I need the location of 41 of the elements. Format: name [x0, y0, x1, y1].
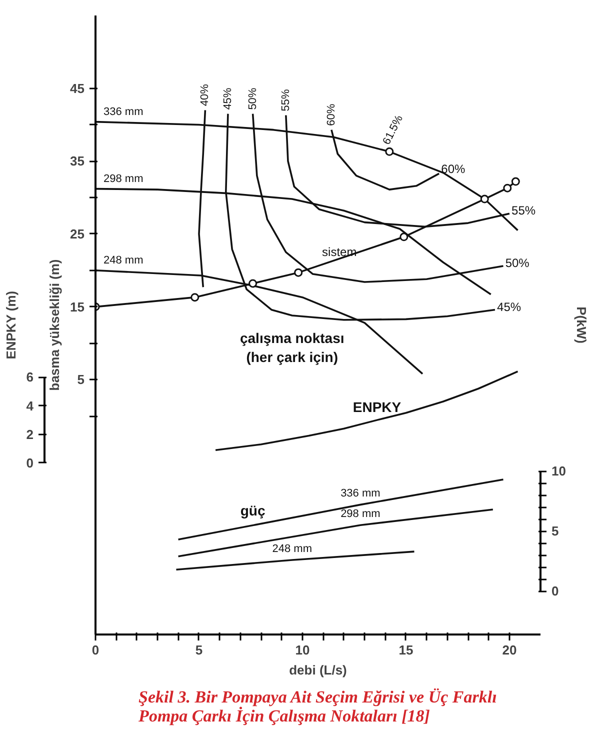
y-axis-title: basma yüksekliği (m) [47, 259, 62, 391]
series-label: 45% [497, 300, 522, 314]
y2-axis-title: ENPKY (m) [3, 290, 18, 360]
annotation: 55% [280, 89, 292, 112]
series-label: 298 mm [340, 508, 380, 520]
series-label: 336 mm [340, 488, 380, 500]
series-label: 336 mm [104, 106, 144, 118]
annotation: sistem [322, 244, 357, 259]
series-label: 55% [512, 204, 536, 218]
series-label: 50% [505, 256, 530, 270]
annotation: 45% [222, 88, 234, 110]
text: Şekil 3. Bir Pompaya Ait Seçim Eğrisi ve Üç Farklı Pompa Çarkı İçin Çalışma Noktaları [18] [138, 688, 497, 726]
y-tick-label: 45 [70, 80, 85, 96]
x-tick-label: 5 [195, 642, 203, 658]
y3-axis-title: P(kW) [574, 306, 589, 344]
annotation: 60% [325, 104, 338, 126]
y-tick-label: 25 [70, 226, 85, 242]
series-label: 298 mm [104, 172, 144, 185]
annotation: 50% [246, 88, 259, 110]
y2-tick-label: 0 [26, 455, 34, 470]
y3-tick-label: 5 [552, 524, 559, 539]
x-tick-label: 20 [502, 642, 517, 658]
series-label: 60% [441, 162, 466, 176]
series-label: 248 mm [104, 254, 144, 266]
y-tick-label: 5 [77, 372, 85, 388]
y-tick-label: 15 [70, 299, 85, 314]
x-tick-label: 15 [398, 642, 414, 658]
annotation: çalışma noktası (her çark için) [240, 330, 344, 366]
series-label: 248 mm [272, 542, 312, 555]
y2-tick-label: 2 [26, 426, 34, 442]
annotation: güç [240, 502, 266, 519]
x-tick-label: 0 [92, 642, 100, 658]
y3-tick-label: 10 [552, 464, 566, 479]
y3-tick-label: 0 [552, 584, 559, 599]
y2-tick-label: 4 [26, 398, 34, 414]
series-label: ENPKY [352, 399, 402, 416]
x-tick-label: 10 [295, 642, 310, 658]
text: 40% [199, 84, 212, 106]
x-axis-title: debi (L/s) [289, 662, 347, 678]
y-tick-label: 35 [70, 154, 85, 169]
y2-tick-label: 6 [26, 370, 34, 385]
